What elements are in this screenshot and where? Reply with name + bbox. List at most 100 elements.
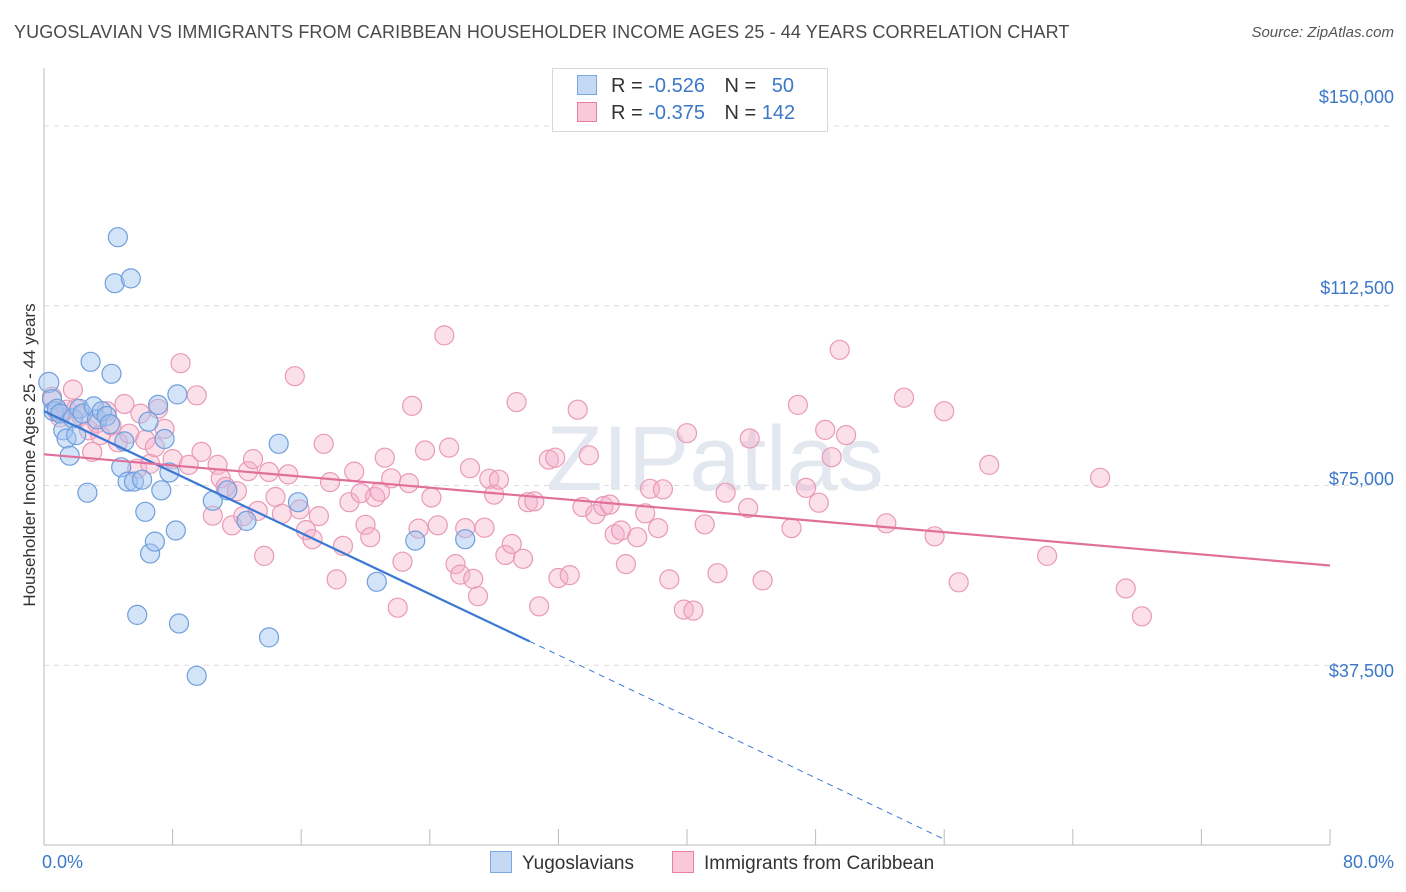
caribbean-point-67: [421, 487, 442, 508]
legend-n-label: N =: [724, 75, 757, 97]
caribbean-point-83: [506, 392, 527, 413]
yugoslavian-point-29: [135, 501, 156, 522]
caribbean-point-58: [369, 481, 391, 502]
legend-swatch-caribbean: [672, 851, 694, 873]
caribbean-point-87: [528, 596, 550, 617]
caribbean-point-108: [676, 423, 698, 444]
correlation-legend: R = -0.526 N = 50 R = -0.375 N = 142: [552, 68, 828, 132]
yugoslavian-point-39: [168, 613, 190, 634]
yugoslavian-point-44: [258, 627, 280, 648]
caribbean-point-86: [524, 491, 545, 512]
caribbean-point-69: [434, 325, 455, 346]
yugoslavian-point-18: [99, 414, 121, 435]
caribbean-point-39: [258, 461, 280, 483]
caribbean-point-123: [835, 425, 857, 446]
legend-n-value: 142: [761, 102, 796, 124]
legend-label-caribbean: Immigrants from Caribbean: [704, 853, 935, 874]
caribbean-point-95: [585, 504, 606, 525]
yugoslavian-point-25: [120, 268, 141, 289]
caribbean-point-94: [578, 445, 600, 466]
caribbean-point-102: [635, 503, 656, 524]
caribbean-point-47: [308, 505, 329, 527]
caribbean-point-100: [615, 553, 637, 575]
caribbean-point-132: [1115, 578, 1136, 599]
caribbean-point-89: [545, 447, 566, 468]
yugoslavian-point-32: [144, 531, 165, 552]
yugoslavian-point-19: [101, 363, 122, 384]
yugoslavian-point-34: [151, 480, 172, 501]
yugoslavian-point-46: [287, 492, 309, 513]
y-tick-label-37500: $37,500: [1328, 661, 1394, 681]
caribbean-point-133: [1131, 606, 1153, 627]
caribbean-point-101: [627, 527, 648, 548]
caribbean-point-66: [414, 440, 436, 461]
chart-title: YUGOSLAVIAN VS IMMIGRANTS FROM CARIBBEAN…: [14, 22, 1070, 42]
caribbean-point-74: [459, 458, 481, 479]
caribbean-point-36: [242, 449, 264, 470]
caribbean-point-64: [402, 395, 423, 416]
legend-swatch-yugoslavians: [490, 851, 512, 873]
grid-lines: [44, 125, 1392, 666]
caribbean-point-113: [737, 497, 759, 519]
caribbean-point-23: [162, 449, 183, 470]
caribbean-point-104: [647, 517, 669, 539]
caribbean-point-130: [1036, 545, 1058, 567]
watermark: ZIPatlas: [546, 408, 883, 510]
caribbean-point-56: [360, 527, 381, 548]
yugoslavian-point-30: [138, 411, 159, 432]
caribbean-point-43: [284, 366, 305, 387]
y-tick-label-112500: $112,500: [1320, 278, 1394, 298]
legend-r-value: -0.375: [648, 102, 705, 124]
yugoslavian-point-48: [405, 530, 426, 551]
caribbean-point-63: [398, 473, 419, 494]
caribbean-point-84: [512, 548, 534, 569]
yugoslavian-point-24: [117, 471, 138, 492]
caribbean-point-115: [752, 570, 773, 591]
caribbean-point-77: [474, 517, 495, 538]
caribbean-point-24: [170, 353, 191, 374]
yugoslavian-point-31: [140, 543, 161, 564]
caribbean-point-38: [254, 545, 275, 567]
caribbean-point-111: [707, 563, 728, 584]
yugoslavian-point-12: [77, 482, 98, 503]
caribbean-point-116: [781, 517, 802, 539]
caribbean-point-91: [559, 564, 580, 586]
bottom-legend-caribbean: Immigrants from Caribbean: [672, 851, 934, 875]
yugoslavian-point-27: [127, 604, 148, 626]
caribbean-point-127: [934, 401, 955, 422]
source-label: Source: ZipAtlas.com: [1251, 24, 1394, 41]
caribbean-point-75: [463, 568, 484, 590]
caribbean-point-125: [893, 387, 915, 408]
yugoslavian-point-21: [107, 227, 129, 248]
caribbean-point-122: [829, 339, 850, 360]
yugoslavian-point-40: [186, 665, 207, 686]
y-tick-label-75000: $75,000: [1328, 469, 1394, 489]
caribbean-point-105: [652, 479, 674, 500]
yugoslavian-point-0: [38, 371, 60, 393]
caribbean-point-82: [501, 533, 522, 555]
x-tick-label-min: 0.0%: [42, 852, 84, 872]
caribbean-point-76: [467, 586, 489, 607]
legend-label-yugoslavians: Yugoslavians: [522, 853, 634, 874]
caribbean-point-126: [924, 526, 945, 547]
caribbean-point-120: [815, 419, 836, 440]
trend-lines: [43, 410, 1331, 840]
yugoslavian-point-47: [366, 571, 387, 592]
bottom-legend-yugoslavians: Yugoslavians: [490, 851, 634, 875]
yugoslavian-point-43: [236, 510, 257, 532]
yugoslavian-point-49: [455, 529, 476, 550]
caribbean-point-72: [450, 564, 471, 585]
caribbean-point-129: [979, 454, 1000, 475]
yugoslavian-point-17: [96, 405, 117, 427]
legend-swatch-caribbean: [577, 102, 597, 122]
y-axis-title: Householder Income Ages 25 - 44 years: [20, 303, 39, 607]
caribbean-point-98: [604, 524, 625, 545]
yugoslavian-point-33: [148, 394, 169, 415]
caribbean-point-14: [114, 393, 135, 415]
yugoslavian-point-13: [80, 351, 101, 372]
caribbean-point-128: [948, 572, 969, 593]
caribbean-point-71: [445, 553, 466, 575]
caribbean-point-110: [694, 514, 715, 535]
axes: [43, 68, 1331, 846]
